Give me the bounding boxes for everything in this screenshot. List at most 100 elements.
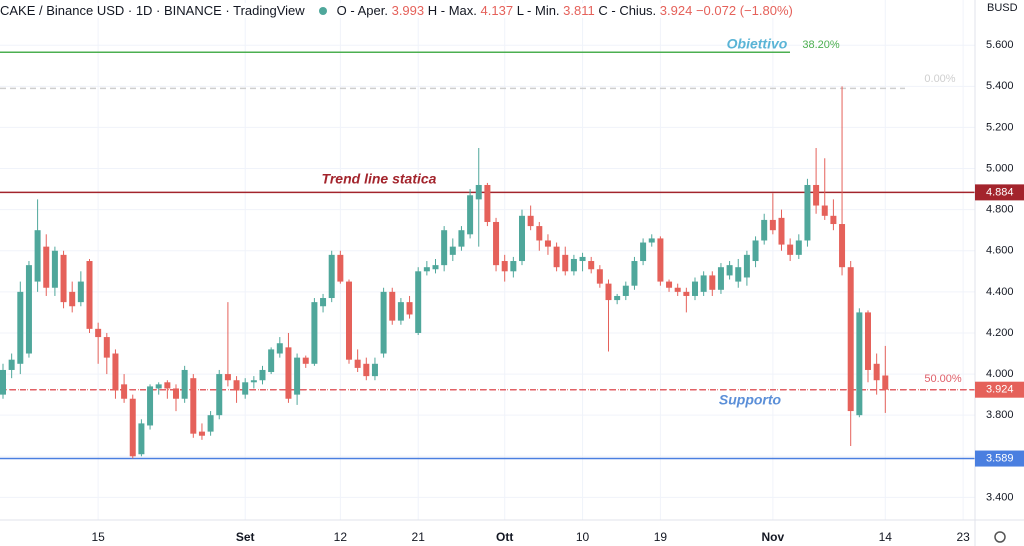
legend-header: CAKE / Binance USD · 1D · BINANCE · Trad…	[0, 3, 799, 18]
candle-body	[752, 240, 759, 262]
candle-body	[839, 224, 846, 268]
candle-body	[77, 281, 84, 303]
candle-body	[631, 261, 638, 286]
candle-body	[294, 357, 301, 395]
y-tick-label: 4.400	[986, 286, 1014, 298]
candle-body	[276, 343, 283, 354]
candle-body	[302, 357, 309, 364]
ohlc-label: O - Aper.	[336, 3, 388, 18]
candle-body	[614, 295, 621, 301]
settings-icon[interactable]	[994, 531, 1006, 543]
candle-body	[648, 238, 655, 243]
fib-label: 50.00%	[924, 373, 962, 385]
y-tick-label: 5.200	[986, 121, 1014, 133]
x-tick-label: 10	[576, 530, 590, 544]
candle-body	[804, 184, 811, 241]
price-tag-label: 3.589	[986, 452, 1014, 464]
candle-body	[138, 423, 145, 455]
candle-body	[692, 281, 698, 296]
candle-body	[795, 240, 802, 255]
candle-body	[147, 386, 154, 426]
candle-body	[389, 291, 396, 321]
y-tick-label: 4.800	[986, 204, 1014, 216]
y-tick-label: 5.400	[986, 80, 1014, 92]
annotation: Obiettivo	[727, 36, 788, 52]
ohlc-value: 3.811	[563, 3, 595, 18]
y-tick-label: 4.600	[986, 245, 1014, 257]
candle-body	[121, 384, 128, 399]
candle-body	[311, 302, 318, 364]
candle-body	[449, 246, 456, 255]
candle-body	[683, 291, 690, 296]
ohlc-label: C - Chius.	[598, 3, 657, 18]
candle-body	[242, 382, 249, 395]
candle-body	[544, 240, 551, 247]
ohlc-value: 3.924	[659, 3, 693, 18]
candle-body	[69, 291, 76, 307]
candle-body	[207, 415, 214, 432]
candle-body	[268, 349, 275, 373]
candle-body	[769, 219, 776, 231]
y-tick-label: 3.800	[986, 409, 1014, 421]
y-tick-label: 4.200	[986, 327, 1014, 339]
candle-body	[112, 353, 119, 391]
annotation: Trend line statica	[322, 171, 437, 187]
annotation: Supporto	[719, 392, 782, 408]
candle-body	[562, 254, 569, 272]
candle-body	[43, 246, 50, 288]
candle-body	[527, 215, 534, 227]
candle-body	[224, 374, 231, 381]
candle-body	[103, 337, 110, 358]
candle-body	[337, 254, 344, 282]
candle-body	[164, 382, 171, 389]
candle-body	[475, 184, 482, 200]
candle-body	[640, 242, 647, 262]
candle-body	[778, 217, 785, 245]
axis-unit: BUSD	[987, 2, 1018, 14]
x-tick-label: 12	[334, 530, 348, 544]
candle-body	[34, 230, 41, 282]
candle-body	[493, 221, 500, 266]
ohlc-label: L - Min.	[516, 3, 560, 18]
candle-body	[25, 265, 32, 354]
candle-body	[674, 287, 681, 292]
candle-body	[190, 378, 197, 434]
ohlc-value: 4.137	[480, 3, 514, 18]
candle-body	[726, 265, 733, 276]
y-tick-label: 3.400	[986, 491, 1014, 503]
candle-body	[285, 347, 292, 399]
candle-body	[605, 283, 612, 301]
candle-body	[95, 328, 102, 338]
candle-body	[363, 363, 370, 377]
ohlc-label: H - Max.	[427, 3, 477, 18]
candle-body	[458, 230, 465, 247]
candle-body	[441, 230, 448, 266]
candle-body	[856, 312, 863, 416]
candle-body	[346, 281, 352, 360]
candle-body	[60, 254, 67, 303]
candle-body	[380, 291, 387, 354]
price-tag-label: 4.884	[986, 186, 1014, 198]
candle-body	[432, 265, 439, 270]
candle-body	[813, 184, 820, 206]
candle-body	[173, 388, 179, 399]
x-tick-label: 21	[412, 530, 426, 544]
candle-body	[709, 275, 716, 290]
candle-body	[666, 281, 673, 288]
x-tick-label: 23	[956, 530, 970, 544]
fib-label: 0.00%	[924, 73, 955, 85]
candle-body	[588, 261, 595, 270]
price-tag	[975, 450, 1024, 467]
ohlc-value: 3.993	[391, 3, 425, 18]
candle-body	[51, 250, 58, 288]
candle-body	[328, 254, 335, 299]
candle-body	[467, 195, 474, 235]
candle-body	[233, 380, 240, 391]
candle-body	[501, 261, 508, 272]
candle-body	[761, 219, 768, 241]
candle-body	[536, 226, 543, 241]
candle-body	[821, 205, 828, 216]
candle-body	[510, 261, 517, 272]
